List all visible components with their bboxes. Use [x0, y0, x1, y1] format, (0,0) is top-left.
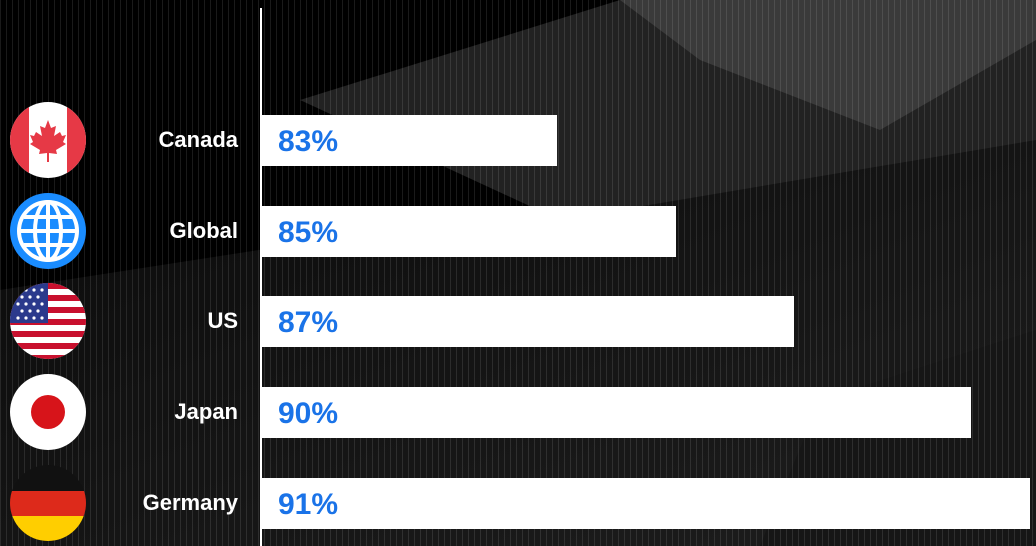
- bar-row-japan: Japan 90%: [0, 374, 1036, 450]
- bar-row-germany: Germany 91%: [0, 465, 1036, 541]
- globe-icon: [10, 193, 86, 269]
- bar-row-canada: Canada 83%: [0, 102, 1036, 178]
- category-label-canada: Canada: [158, 127, 238, 152]
- category-label-japan: Japan: [174, 399, 238, 424]
- japan-flag-icon: [10, 374, 86, 450]
- value-label-canada: 83%: [278, 125, 339, 158]
- germany-flag-icon: [10, 465, 86, 541]
- bar-japan: [262, 387, 971, 438]
- category-label-us: US: [207, 308, 238, 333]
- bar-germany: [262, 478, 1031, 529]
- category-label-global: Global: [169, 218, 238, 243]
- bar-canada: [262, 115, 558, 166]
- y-axis-line: [260, 8, 262, 546]
- bar-us: [262, 296, 794, 347]
- bar-row-us: US 87%: [0, 283, 1036, 359]
- value-label-japan: 90%: [278, 397, 339, 430]
- us-flag-icon: [10, 283, 86, 359]
- value-label-germany: 91%: [278, 488, 339, 521]
- category-label-germany: Germany: [142, 490, 238, 515]
- bar-global: [262, 206, 676, 257]
- value-label-us: 87%: [278, 306, 339, 339]
- bar-row-global: Global 85%: [0, 193, 1036, 269]
- value-label-global: 85%: [278, 216, 339, 249]
- canada-flag-icon: [10, 102, 86, 178]
